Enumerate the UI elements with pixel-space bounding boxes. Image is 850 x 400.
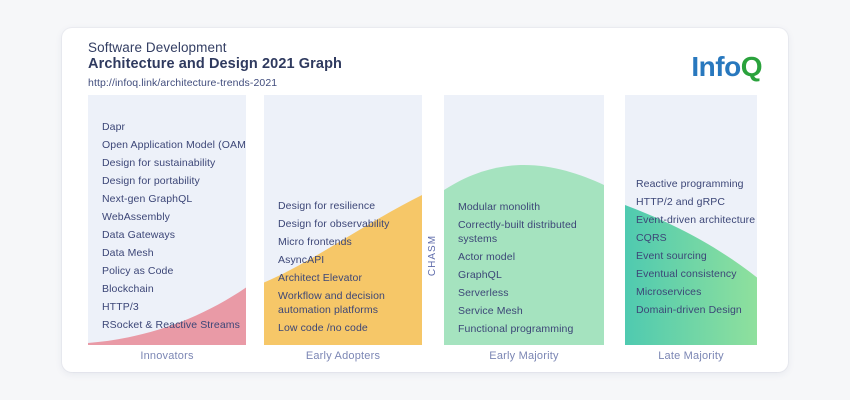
trend-item: CQRS: [636, 232, 667, 244]
trend-item: Actor model: [458, 251, 516, 263]
phase-label-early-majority: Early Majority: [489, 350, 559, 362]
infoq-logo-q: Q: [740, 51, 763, 82]
trend-item: Architect Elevator: [278, 272, 363, 284]
chasm-label: CHASM: [427, 234, 439, 276]
phase-column-early-adopters: Design for resilience Design for observab…: [264, 95, 422, 345]
trend-item: Micro frontends: [278, 236, 352, 248]
title-line-2: Architecture and Design 2021 Graph: [88, 56, 343, 72]
trend-item: Next-gen GraphQL: [102, 193, 193, 205]
trend-item: AsyncAPI: [278, 254, 325, 266]
chasm-divider: CHASM: [408, 225, 458, 285]
trend-item: Eventual consistency: [636, 268, 737, 280]
trend-item: Microservices: [636, 286, 702, 298]
infoq-logo-info: Info: [691, 51, 741, 82]
trend-item: Domain-driven Design: [636, 304, 742, 316]
trend-item: Data Gateways: [102, 229, 176, 241]
phase-column-innovators: Dapr Open Application Model (OAM) Design f…: [88, 95, 246, 345]
trends-graph-card: Software Development Architecture and De…: [62, 28, 788, 372]
trend-item: Design for portability: [102, 175, 200, 187]
trend-item: Low code /no code: [278, 322, 368, 334]
trend-item: Data Mesh: [102, 247, 154, 259]
trend-item: Modular monolith: [458, 201, 541, 213]
phase-column-late-majority: Reactive programming HTTP/2 and gRPC Event…: [625, 95, 757, 345]
trend-item: HTTP/3: [102, 301, 139, 313]
trend-item: GraphQL: [458, 269, 502, 281]
report-url-link[interactable]: http://infoq.link/architecture-trends-20…: [88, 77, 278, 89]
trend-item: Design for sustainability: [102, 157, 216, 169]
adoption-curve-late-majority: [625, 205, 757, 345]
trend-list-late-majority: Reactive programming HTTP/2 and gRPC Event…: [625, 95, 757, 317]
trend-item: Open Application Model (OAM): [102, 139, 246, 151]
trend-item: Serverless: [458, 287, 509, 299]
trend-item: Functional programming: [458, 323, 574, 335]
trend-item: Blockchain: [102, 283, 154, 295]
trend-item: WebAssembly: [102, 211, 171, 223]
trend-item: Workflow and decision automation platfor…: [278, 290, 385, 316]
trend-item: Reactive programming: [636, 178, 744, 190]
trend-list-early-adopters: Design for resilience Design for observab…: [264, 95, 422, 335]
adoption-curve-early-adopters: [264, 195, 422, 345]
title-line-1: Software Development: [88, 40, 227, 55]
trend-item: Dapr: [102, 121, 126, 133]
trend-item: Service Mesh: [458, 305, 523, 317]
phase-label-innovators: Innovators: [140, 350, 194, 362]
phase-label-early-adopters: Early Adopters: [305, 350, 381, 362]
trend-item: Event-driven architecture: [636, 214, 756, 226]
trend-item: Design for resilience: [278, 200, 376, 212]
trend-item: HTTP/2 and gRPC: [636, 196, 726, 208]
trend-item: Correctly-built distributed systems: [458, 219, 577, 245]
phase-label-late-majority: Late Majority: [658, 350, 724, 362]
trend-list-early-majority: Modular monolith Correctly-built distribu…: [444, 95, 604, 336]
adoption-curve-innovators: [88, 287, 246, 345]
header-title-block: Software Development Architecture and De…: [88, 40, 342, 89]
adoption-curve-early-majority: [444, 165, 604, 345]
trend-list-innovators: Dapr Open Application Model (OAM) Design f…: [88, 95, 246, 332]
phase-column-early-majority: Modular monolith Correctly-built distribu…: [444, 95, 604, 345]
trend-item: Design for observability: [278, 218, 390, 230]
trend-item: Policy as Code: [102, 265, 174, 277]
trend-item: RSocket & Reactive Streams: [102, 319, 240, 331]
trend-item: Event sourcing: [636, 250, 707, 262]
infoq-logo: InfoQ: [691, 52, 762, 82]
